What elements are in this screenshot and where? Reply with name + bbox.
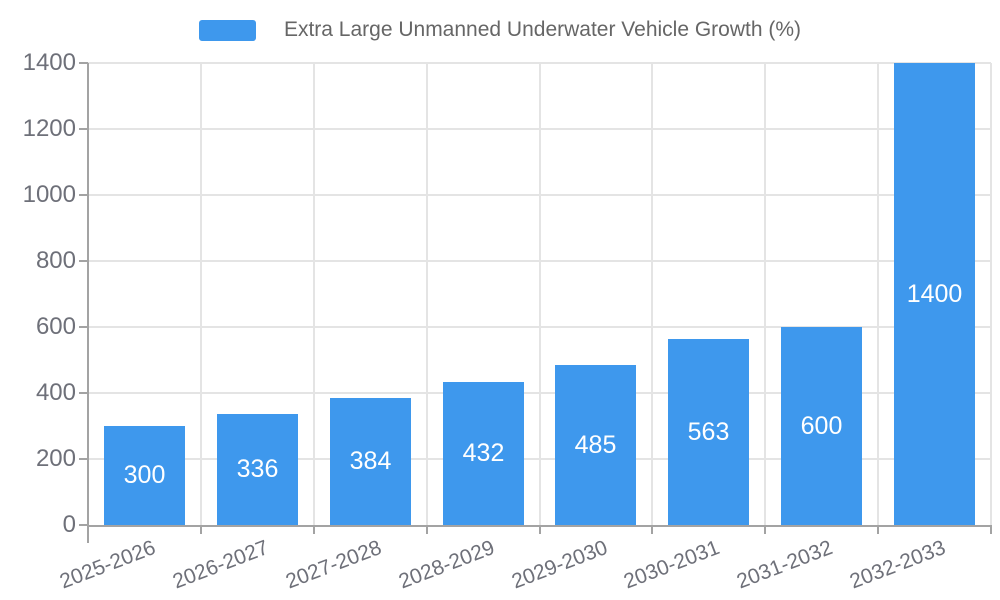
y-axis-tick-label: 1200 <box>22 115 76 142</box>
bar-value-label: 563 <box>687 417 730 446</box>
bar-value-label: 485 <box>574 430 617 459</box>
bar-value-label: 1400 <box>906 279 963 308</box>
x-axis-tick-label: 2025-2026 <box>56 536 159 594</box>
x-axis-tick-label: 2028-2029 <box>395 536 498 594</box>
y-axis-tick-label: 200 <box>35 445 76 472</box>
bar[interactable]: 300 <box>104 426 185 525</box>
gridline-vertical <box>425 63 428 525</box>
y-axis-tick <box>79 62 88 64</box>
gridline-vertical <box>764 63 767 525</box>
y-axis-tick-label: 800 <box>35 247 76 274</box>
y-axis-tick-label: 1400 <box>22 49 76 76</box>
bar[interactable]: 485 <box>555 365 636 525</box>
y-axis-tick-label: 400 <box>35 379 76 406</box>
bar[interactable]: 600 <box>781 327 862 525</box>
legend-item[interactable]: Extra Large Unmanned Underwater Vehicle … <box>0 18 1000 42</box>
bar-value-label: 432 <box>462 439 505 467</box>
gridline-vertical <box>312 63 315 525</box>
bar-value-label: 600 <box>800 411 843 440</box>
gridline-vertical <box>651 63 654 525</box>
y-axis-tick-label: 0 <box>62 511 76 538</box>
bar[interactable]: 563 <box>668 339 749 525</box>
x-axis-tick-label: 2030-2031 <box>621 536 724 594</box>
plot-area: 300 336 384 432 485 563 600 1400 <box>88 62 992 525</box>
gridline-vertical <box>538 63 541 525</box>
x-axis-tick <box>764 525 767 534</box>
bar[interactable]: 384 <box>330 398 411 525</box>
y-axis-tick <box>79 260 88 262</box>
x-axis-tick-label: 2031-2032 <box>733 536 836 594</box>
x-axis-tick-label: 2026-2027 <box>169 536 272 594</box>
x-axis-tick-label: 2032-2033 <box>846 536 949 594</box>
legend-label: Extra Large Unmanned Underwater Vehicle … <box>283 18 802 41</box>
bar-value-label: 300 <box>123 461 166 489</box>
gridline-vertical <box>990 63 992 525</box>
y-axis-tick-label: 1000 <box>22 181 76 208</box>
x-axis-tick <box>990 525 992 534</box>
x-axis-tick <box>538 525 541 534</box>
bar-value-label: 384 <box>349 447 392 475</box>
x-axis-line <box>87 525 991 527</box>
y-axis-tick-label: 600 <box>35 313 76 340</box>
x-axis-tick-label: 2029-2030 <box>508 536 611 594</box>
y-axis-tick <box>79 326 88 328</box>
gridline-vertical <box>199 63 202 525</box>
y-axis-line <box>87 63 89 543</box>
y-axis-tick <box>79 128 88 130</box>
legend-swatch <box>198 19 256 41</box>
bar-value-label: 336 <box>236 455 279 483</box>
bar[interactable]: 336 <box>217 414 298 525</box>
bar[interactable]: 1400 <box>894 63 975 525</box>
y-axis-tick <box>79 458 88 460</box>
y-axis-tick <box>79 392 88 394</box>
bar[interactable]: 432 <box>443 382 524 525</box>
x-axis-tick <box>312 525 315 534</box>
y-axis-tick <box>79 194 88 196</box>
x-axis-tick-label: 2027-2028 <box>282 536 385 594</box>
gridline-vertical <box>877 63 880 525</box>
x-axis-tick <box>651 525 654 534</box>
x-axis-tick <box>877 525 880 534</box>
y-axis-tick <box>79 524 88 526</box>
x-axis-tick <box>199 525 202 534</box>
x-axis-tick <box>425 525 428 534</box>
